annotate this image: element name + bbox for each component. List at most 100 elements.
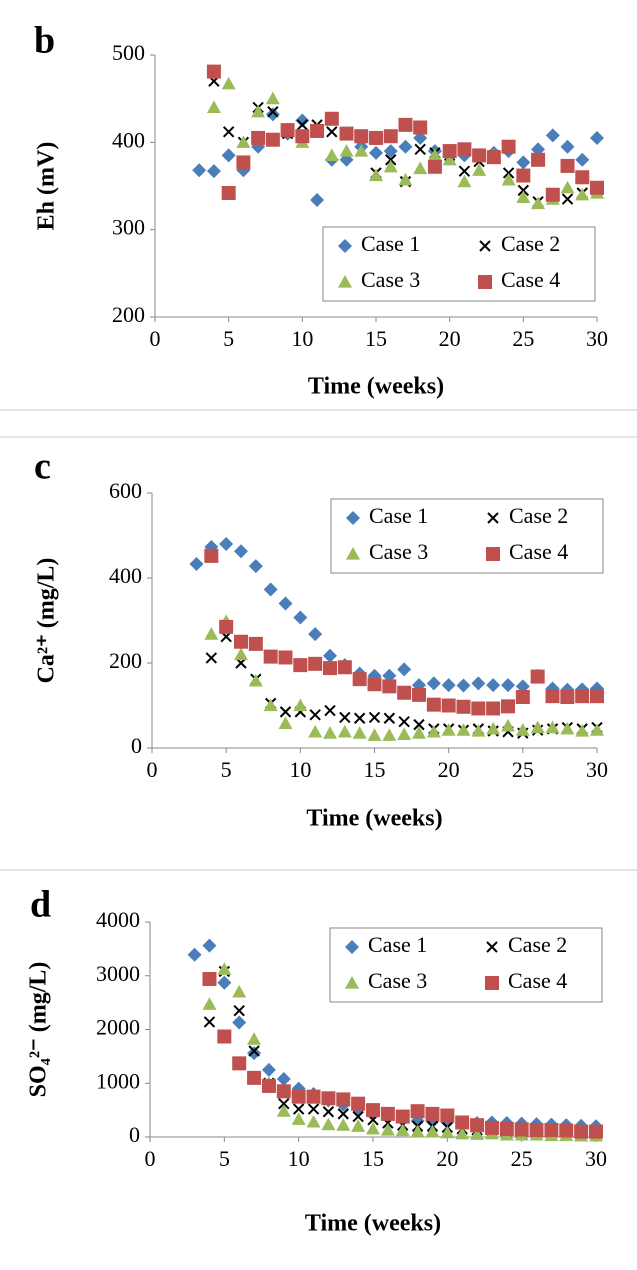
y-tick-label: 400 <box>109 563 142 588</box>
marker <box>219 619 234 634</box>
y-axis-title: SO₄²⁻ (mg/L) <box>26 962 52 1098</box>
marker <box>345 940 359 954</box>
marker <box>206 100 221 113</box>
x-tick-label: 30 <box>586 326 608 351</box>
marker <box>221 148 236 163</box>
panel-label: b <box>34 20 55 62</box>
marker <box>501 172 516 186</box>
y-tick-label: 600 <box>109 478 142 503</box>
marker <box>440 1108 455 1123</box>
marker <box>501 699 515 714</box>
marker <box>276 1084 291 1099</box>
marker <box>427 159 442 174</box>
marker <box>323 648 337 663</box>
legend-label: Case 2 <box>508 932 567 957</box>
marker <box>455 1126 470 1140</box>
marker <box>368 711 381 724</box>
marker <box>472 148 487 163</box>
y-tick-label: 1000 <box>96 1068 140 1093</box>
marker <box>306 1114 321 1128</box>
marker <box>247 1032 262 1045</box>
marker <box>410 1104 425 1119</box>
marker <box>265 107 280 122</box>
marker <box>217 962 232 975</box>
legend-label: Case 1 <box>369 503 428 528</box>
marker <box>441 723 456 736</box>
x-tick-label: 20 <box>439 326 461 351</box>
marker <box>247 1070 262 1085</box>
x-axis-title: Time (weeks) <box>306 806 442 832</box>
x-tick-label: 20 <box>436 1146 458 1171</box>
y-axis-title: Eh (mV) <box>34 142 60 231</box>
marker <box>380 1106 395 1121</box>
marker <box>278 650 293 665</box>
marker <box>398 172 413 186</box>
x-tick-label: 5 <box>223 326 234 351</box>
legend-label: Case 2 <box>501 231 560 256</box>
marker <box>397 685 412 700</box>
marker <box>309 709 321 721</box>
marker <box>323 661 337 676</box>
marker <box>382 679 397 694</box>
marker <box>202 971 217 986</box>
marker <box>366 1121 380 1135</box>
marker <box>339 126 354 141</box>
marker <box>265 132 280 147</box>
marker <box>515 679 530 694</box>
marker <box>545 720 560 734</box>
y-tick-label: 200 <box>109 648 142 673</box>
marker <box>383 712 396 724</box>
y-tick-label: 2000 <box>96 1015 140 1040</box>
marker <box>206 164 221 179</box>
marker <box>261 1062 276 1077</box>
marker <box>410 1124 425 1138</box>
marker <box>308 627 323 642</box>
y-tick-label: 200 <box>112 302 145 327</box>
legend-box <box>329 927 603 1003</box>
marker <box>278 1097 290 1110</box>
marker <box>413 718 425 731</box>
marker <box>471 724 486 737</box>
marker <box>308 724 323 738</box>
marker <box>234 544 248 559</box>
legend-box <box>322 226 596 302</box>
marker <box>457 174 472 188</box>
marker <box>441 678 456 693</box>
marker <box>478 275 492 289</box>
marker <box>321 1117 336 1131</box>
marker <box>307 1103 320 1115</box>
marker <box>324 148 339 162</box>
marker <box>291 1089 306 1104</box>
marker <box>530 720 545 734</box>
marker <box>412 726 426 739</box>
x-tick-label: 5 <box>221 757 232 782</box>
x-axis-title: Time (weeks) <box>308 374 444 400</box>
marker <box>346 511 360 525</box>
marker <box>397 727 412 740</box>
marker <box>574 1124 589 1139</box>
marker <box>295 113 310 128</box>
marker <box>575 724 590 737</box>
marker <box>590 689 604 704</box>
y-tick-label: 0 <box>131 733 142 758</box>
marker <box>248 636 263 651</box>
marker <box>395 1109 410 1124</box>
legend-label: Case 4 <box>509 539 568 564</box>
marker <box>560 139 575 154</box>
marker <box>530 669 545 684</box>
marker <box>265 91 280 105</box>
marker <box>472 163 487 176</box>
marker <box>426 697 441 712</box>
marker <box>590 180 604 195</box>
marker <box>425 1124 440 1138</box>
marker <box>251 130 266 145</box>
marker <box>247 1046 262 1061</box>
marker <box>457 142 472 157</box>
marker <box>336 1092 351 1107</box>
marker <box>308 656 323 671</box>
marker <box>516 155 531 170</box>
y-tick-label: 400 <box>112 127 145 152</box>
x-tick-label: 25 <box>511 1146 533 1171</box>
marker <box>575 152 590 167</box>
marker <box>219 537 234 551</box>
